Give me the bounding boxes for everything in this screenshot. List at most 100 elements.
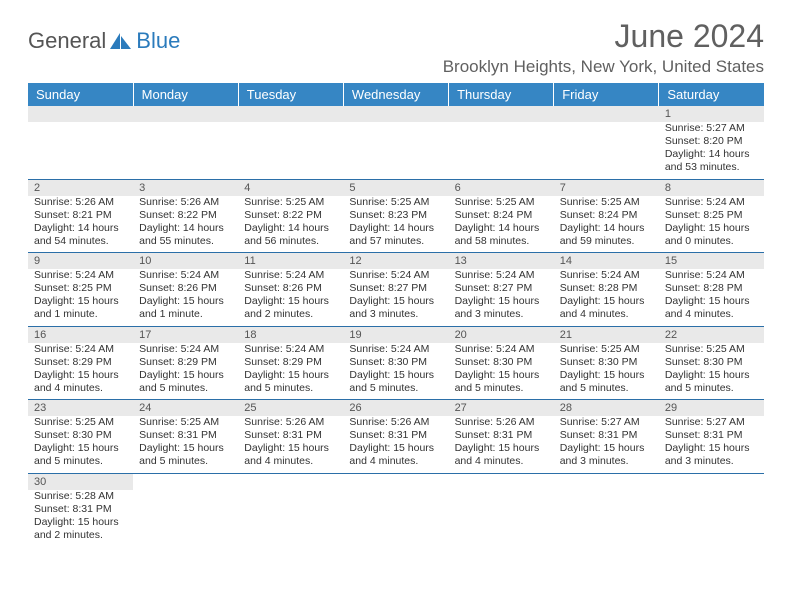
sunrise-text: Sunrise: 5:24 AM [34, 269, 127, 282]
sunrise-text: Sunrise: 5:24 AM [349, 343, 442, 356]
daylight-text: Daylight: 15 hours and 4 minutes. [560, 295, 653, 321]
day-cell: Sunrise: 5:25 AMSunset: 8:30 PMDaylight:… [554, 343, 659, 400]
logo-text-2: Blue [136, 28, 180, 54]
day-cell: Sunrise: 5:24 AMSunset: 8:28 PMDaylight:… [659, 269, 764, 326]
calendar-body: 1Sunrise: 5:27 AMSunset: 8:20 PMDaylight… [28, 106, 764, 546]
week-2-numbers: 9101112131415 [28, 253, 764, 270]
day-cell [133, 122, 238, 179]
daylight-text: Daylight: 15 hours and 3 minutes. [560, 442, 653, 468]
sunrise-text: Sunrise: 5:24 AM [455, 269, 548, 282]
day-num-cell: 27 [449, 400, 554, 417]
day-cell: Sunrise: 5:25 AMSunset: 8:24 PMDaylight:… [554, 196, 659, 253]
sunrise-text: Sunrise: 5:25 AM [665, 343, 758, 356]
sunrise-text: Sunrise: 5:25 AM [560, 196, 653, 209]
sunset-text: Sunset: 8:31 PM [455, 429, 548, 442]
sunrise-text: Sunrise: 5:26 AM [139, 196, 232, 209]
daylight-text: Daylight: 15 hours and 0 minutes. [665, 222, 758, 248]
day-num-cell: 30 [28, 473, 133, 490]
day-num-cell [343, 106, 448, 122]
daylight-text: Daylight: 15 hours and 5 minutes. [560, 369, 653, 395]
day-cell: Sunrise: 5:26 AMSunset: 8:31 PMDaylight:… [449, 416, 554, 473]
sunset-text: Sunset: 8:25 PM [665, 209, 758, 222]
day-num-cell: 18 [238, 326, 343, 343]
week-2-content: Sunrise: 5:24 AMSunset: 8:25 PMDaylight:… [28, 269, 764, 326]
day-num-cell: 9 [28, 253, 133, 270]
day-num-cell: 10 [133, 253, 238, 270]
day-cell [449, 122, 554, 179]
day-num-cell: 23 [28, 400, 133, 417]
day-cell: Sunrise: 5:25 AMSunset: 8:30 PMDaylight:… [28, 416, 133, 473]
day-num-cell: 25 [238, 400, 343, 417]
day-cell [28, 122, 133, 179]
day-num-cell: 26 [343, 400, 448, 417]
week-3-numbers: 16171819202122 [28, 326, 764, 343]
sunrise-text: Sunrise: 5:24 AM [139, 269, 232, 282]
logo-text-1: General [28, 28, 106, 54]
day-cell: Sunrise: 5:25 AMSunset: 8:31 PMDaylight:… [133, 416, 238, 473]
day-cell [343, 122, 448, 179]
sunrise-text: Sunrise: 5:26 AM [244, 416, 337, 429]
week-5-numbers: 30 [28, 473, 764, 490]
day-cell [238, 490, 343, 547]
day-cell: Sunrise: 5:24 AMSunset: 8:29 PMDaylight:… [238, 343, 343, 400]
sunset-text: Sunset: 8:31 PM [665, 429, 758, 442]
daylight-text: Daylight: 14 hours and 56 minutes. [244, 222, 337, 248]
day-cell [133, 490, 238, 547]
sunrise-text: Sunrise: 5:26 AM [34, 196, 127, 209]
location: Brooklyn Heights, New York, United State… [443, 57, 764, 77]
daylight-text: Daylight: 14 hours and 59 minutes. [560, 222, 653, 248]
day-num-cell [343, 473, 448, 490]
day-num-cell: 12 [343, 253, 448, 270]
sunset-text: Sunset: 8:22 PM [139, 209, 232, 222]
sunset-text: Sunset: 8:21 PM [34, 209, 127, 222]
day-cell: Sunrise: 5:25 AMSunset: 8:30 PMDaylight:… [659, 343, 764, 400]
day-num-cell [133, 473, 238, 490]
day-cell: Sunrise: 5:24 AMSunset: 8:28 PMDaylight:… [554, 269, 659, 326]
day-num-cell: 2 [28, 179, 133, 196]
day-cell [659, 490, 764, 547]
sunset-text: Sunset: 8:30 PM [665, 356, 758, 369]
week-5-content: Sunrise: 5:28 AMSunset: 8:31 PMDaylight:… [28, 490, 764, 547]
day-num-cell [659, 473, 764, 490]
day-cell: Sunrise: 5:25 AMSunset: 8:24 PMDaylight:… [449, 196, 554, 253]
header: General Blue June 2024 Brooklyn Heights,… [28, 18, 764, 77]
sunset-text: Sunset: 8:26 PM [244, 282, 337, 295]
sunset-text: Sunset: 8:24 PM [455, 209, 548, 222]
sunrise-text: Sunrise: 5:24 AM [455, 343, 548, 356]
day-num-cell: 14 [554, 253, 659, 270]
day-header-friday: Friday [554, 83, 659, 106]
sunrise-text: Sunrise: 5:27 AM [560, 416, 653, 429]
daylight-text: Daylight: 15 hours and 4 minutes. [349, 442, 442, 468]
day-cell [554, 122, 659, 179]
daylight-text: Daylight: 15 hours and 1 minute. [139, 295, 232, 321]
daylight-text: Daylight: 15 hours and 5 minutes. [665, 369, 758, 395]
sunset-text: Sunset: 8:30 PM [455, 356, 548, 369]
daylight-text: Daylight: 15 hours and 5 minutes. [34, 442, 127, 468]
day-cell: Sunrise: 5:24 AMSunset: 8:25 PMDaylight:… [659, 196, 764, 253]
sunset-text: Sunset: 8:28 PM [665, 282, 758, 295]
sunrise-text: Sunrise: 5:24 AM [665, 196, 758, 209]
day-num-cell: 15 [659, 253, 764, 270]
sunset-text: Sunset: 8:26 PM [139, 282, 232, 295]
day-cell: Sunrise: 5:24 AMSunset: 8:25 PMDaylight:… [28, 269, 133, 326]
sunset-text: Sunset: 8:30 PM [34, 429, 127, 442]
day-cell: Sunrise: 5:24 AMSunset: 8:26 PMDaylight:… [238, 269, 343, 326]
daylight-text: Daylight: 15 hours and 2 minutes. [244, 295, 337, 321]
sunset-text: Sunset: 8:31 PM [560, 429, 653, 442]
day-num-cell: 7 [554, 179, 659, 196]
sunset-text: Sunset: 8:23 PM [349, 209, 442, 222]
day-cell: Sunrise: 5:27 AMSunset: 8:20 PMDaylight:… [659, 122, 764, 179]
calendar-table: SundayMondayTuesdayWednesdayThursdayFrid… [28, 83, 764, 546]
sunset-text: Sunset: 8:28 PM [560, 282, 653, 295]
sunrise-text: Sunrise: 5:24 AM [244, 269, 337, 282]
day-cell: Sunrise: 5:26 AMSunset: 8:31 PMDaylight:… [343, 416, 448, 473]
week-1-content: Sunrise: 5:26 AMSunset: 8:21 PMDaylight:… [28, 196, 764, 253]
sunrise-text: Sunrise: 5:28 AM [34, 490, 127, 503]
daylight-text: Daylight: 15 hours and 4 minutes. [455, 442, 548, 468]
sunrise-text: Sunrise: 5:26 AM [455, 416, 548, 429]
daylight-text: Daylight: 15 hours and 5 minutes. [455, 369, 548, 395]
daylight-text: Daylight: 15 hours and 4 minutes. [34, 369, 127, 395]
sunset-text: Sunset: 8:31 PM [349, 429, 442, 442]
sunset-text: Sunset: 8:30 PM [560, 356, 653, 369]
day-cell [238, 122, 343, 179]
